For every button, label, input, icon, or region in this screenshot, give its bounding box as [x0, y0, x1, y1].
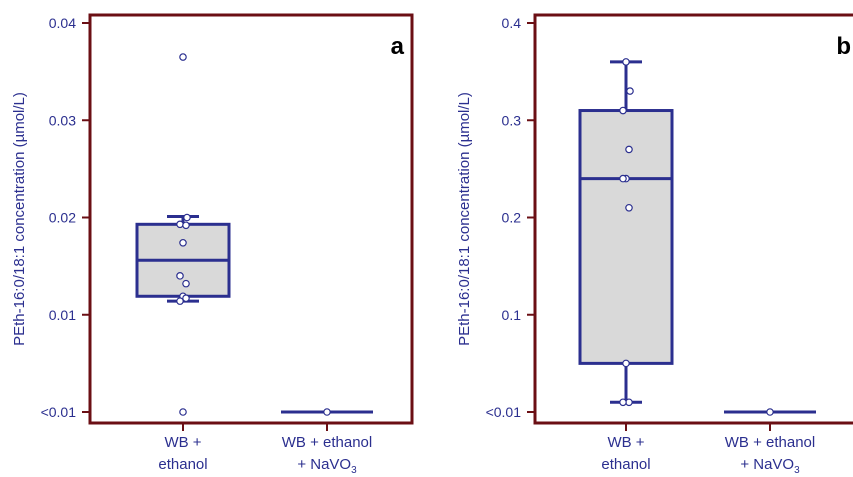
panel-a-box-1	[135, 53, 231, 416]
category-text: ethanol	[158, 456, 207, 473]
panel-b-y-tick-label: 0.1	[502, 307, 522, 323]
panel-b-data-point	[766, 408, 774, 416]
panel-b-y-tick-label: 0.4	[502, 15, 522, 31]
panel-a-x-tick-label: WB +	[164, 434, 201, 451]
panel-a-data-point	[182, 221, 190, 230]
panel-a-data-point	[176, 272, 184, 280]
panel-a-data-point	[176, 220, 184, 229]
panel-b-y-tick-label: 0.3	[502, 112, 522, 128]
panel-a-data-point	[323, 408, 331, 416]
panel-b-y-tick-label: 0.2	[502, 210, 522, 226]
panel-a-x-axis: WB + ethanol WB + ethanol + NaVO3	[158, 423, 372, 476]
panel-a-box-2	[281, 408, 373, 416]
panel-a-data-point	[182, 294, 190, 303]
panel-a-y-axis-label: PEth-16:0/18:1 concentration (µmol/L)	[11, 92, 28, 346]
panel-b-data-point	[625, 203, 633, 212]
panel-b-data-point	[622, 58, 630, 66]
panel-a-data-point	[176, 297, 184, 305]
panel-b-data-point	[619, 398, 627, 407]
panel-b-y-axis-label: PEth-16:0/18:1 concentration (µmol/L)	[456, 92, 473, 346]
panel-a-plot-frame	[88, 13, 414, 425]
panel-b-box-2	[724, 408, 816, 416]
panel-b-x-tick-label-line2: ethanol	[601, 456, 650, 473]
category-text: + NaVO	[297, 456, 351, 473]
panel-a: a PEth-16:0/18:1 concentration (µmol/L) …	[11, 13, 414, 476]
panel-b-y-tick-label: <0.01	[486, 404, 522, 420]
panel-a-y-tick-label: 0.01	[49, 307, 76, 323]
panel-a-data-point	[179, 408, 187, 416]
panel-a-label: a	[391, 33, 405, 60]
panel-b-box-1	[578, 58, 674, 407]
panel-a-y-tick-label: 0.04	[49, 15, 76, 31]
panel-a-marks	[135, 53, 373, 416]
panel-b-data-point	[619, 174, 627, 183]
panel-b-marks	[578, 58, 816, 416]
panel-b-label: b	[836, 33, 851, 60]
category-text: + NaVO	[740, 456, 794, 473]
category-subscript: 3	[351, 465, 357, 476]
panel-a-x-tick-label-line2: ethanol	[158, 456, 207, 473]
category-subscript: 3	[794, 465, 800, 476]
panel-a-y-tick-label: 0.03	[49, 112, 76, 128]
panel-a-x-tick-label-line2: + NaVO3	[297, 456, 357, 476]
panel-a-y-tick-label: <0.01	[41, 404, 77, 420]
panel-a-data-point	[183, 213, 191, 222]
panel-b-y-axis: <0.01 0.1 0.2 0.3 0.4	[486, 15, 535, 420]
panel-b-data-point	[622, 359, 630, 368]
panel-a-data-point	[182, 279, 190, 288]
panel-a-data-point	[179, 238, 187, 247]
panel-b-x-axis: WB + ethanol WB + ethanol + NaVO3	[601, 423, 815, 476]
category-text: ethanol	[601, 456, 650, 473]
panel-a-y-axis: <0.01 0.01 0.02 0.03 0.04	[41, 15, 90, 420]
panel-b: b PEth-16:0/18:1 concentration (µmol/L) …	[456, 13, 853, 476]
panel-b-data-point	[626, 87, 634, 95]
panel-b-x-tick-label: WB +	[607, 434, 644, 451]
panel-b-data-point	[625, 145, 633, 154]
panel-b-x-tick-label-line2: + NaVO3	[740, 456, 800, 476]
panel-a-data-point	[179, 53, 187, 61]
panel-a-x-tick-label: WB + ethanol	[282, 434, 372, 451]
panel-b-data-point	[619, 106, 627, 115]
panel-a-y-tick-label: 0.02	[49, 210, 76, 226]
panel-b-x-tick-label: WB + ethanol	[725, 434, 815, 451]
